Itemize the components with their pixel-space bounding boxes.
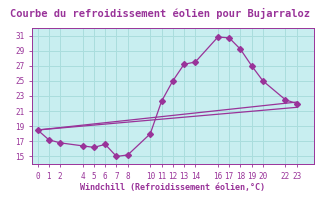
Text: Courbe du refroidissement éolien pour Bujarraloz: Courbe du refroidissement éolien pour Bu… [10, 7, 310, 19]
X-axis label: Windchill (Refroidissement éolien,°C): Windchill (Refroidissement éolien,°C) [80, 183, 265, 192]
